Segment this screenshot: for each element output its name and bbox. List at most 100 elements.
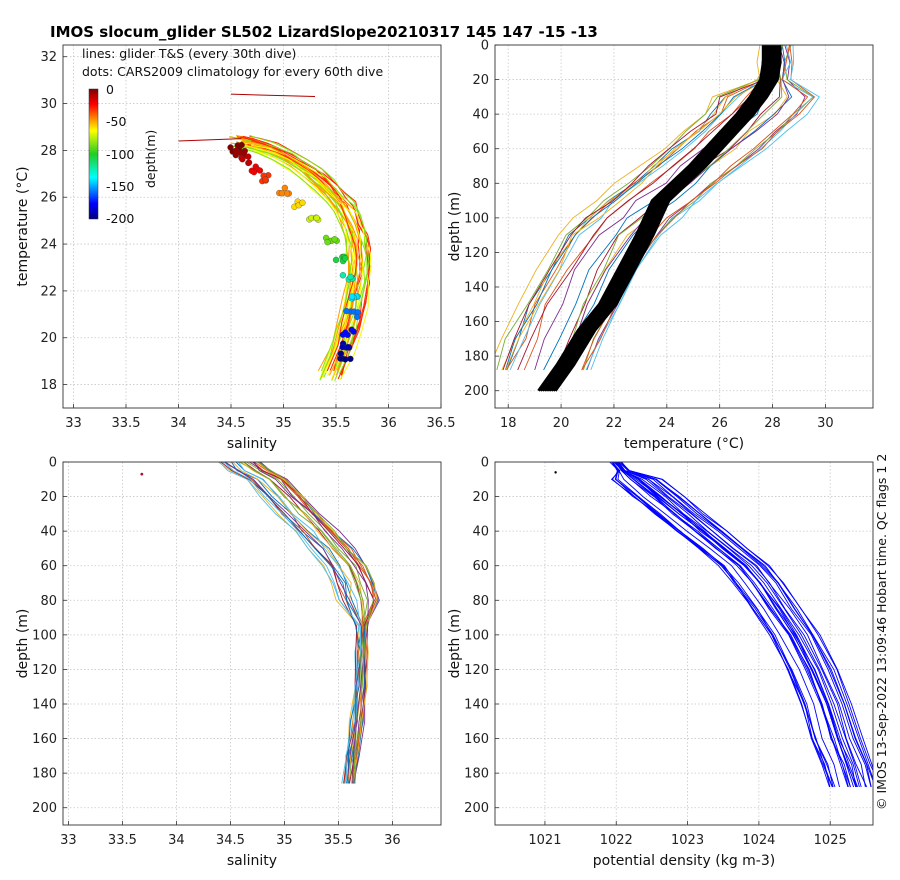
x-tick-label: 33.5 [112,416,141,431]
colorbar-label: depth(m) [143,130,158,188]
temperature-profile-line [495,45,761,355]
climatology-profile-line [554,45,782,392]
x-tick-label: 33 [60,833,77,848]
x-tick-label: 1025 [814,833,847,848]
climatology-dot [278,190,286,197]
climatology-dot [299,199,306,206]
y-tick-label: 160 [464,315,489,330]
x-tick-label: 35 [275,416,292,431]
density-profile-line [616,462,851,788]
salinity-profile-line [253,462,369,784]
panel-ts: 33 33.5 34 34.5 35 35.5 36 36.5 18 20 22 24 26 28 30 32… [15,44,455,452]
x-tick-label: 34.5 [216,833,245,848]
salinity-profile-line [223,462,361,784]
glider-ts-line [250,144,372,380]
y-tick-label: 200 [464,801,489,816]
side-note: © IMOS 13-Sep-2022 13:09:46 Hobart time.… [874,454,889,810]
climatology-dot [313,214,320,222]
climatology-dot [337,350,345,357]
climatology-dot [353,313,361,321]
y-axis-label: depth (m) [447,192,463,262]
plot-area [63,462,441,825]
salinity-profile-line [219,462,360,784]
x-tick-label: 28 [764,416,781,431]
climatology-dot [256,167,264,174]
y-tick-label: 20 [472,73,489,88]
x-tick-label: 36 [384,833,401,848]
y-tick-label: 20 [40,490,57,505]
x-axis-label: salinity [227,436,277,452]
climatology-dot [347,273,354,281]
temperature-profile-line [496,45,766,371]
plot-contents [178,93,372,382]
x-tick-label: 34 [168,833,185,848]
x-tick-label: 30 [817,416,834,431]
y-tick-label: 20 [472,490,489,505]
salinity-profile-line [252,462,375,784]
climatology-dot [281,184,289,192]
temperature-profile-line [505,45,769,371]
climatology-dot [350,328,357,335]
panel-depth-temperature: 18 20 22 24 26 28 30 0 20 40 60 80 100 120 140 160 180 20… [447,39,874,452]
y-tick-label: 24 [40,238,57,253]
density-profile-line [611,462,834,788]
density-profile-line [614,462,855,788]
x-tick-label: 1022 [600,833,633,848]
y-tick-label: 32 [40,50,57,65]
x-axis-label: potential density (kg m-3) [593,853,775,869]
density-profile-line [620,462,873,782]
climatology-dot [341,255,349,262]
x-tick-label: 35.5 [324,833,353,848]
glider-ts-line [247,139,370,375]
colorbar-tick: -150 [106,179,134,194]
axes-frame [62,461,442,826]
x-tick-label: 34 [170,416,187,431]
panel-depth-density: 1021 1022 1023 1024 1025 0 20 40 60 80 100 120 140 16… [447,456,874,869]
legend-line-2: dots: CARS2009 climatology for every 60t… [82,64,383,79]
surface-outlier-line [230,93,316,98]
y-tick-label: 0 [481,39,489,54]
panel-depth-salinity: 33 33.5 34 34.5 35 35.5 36 0 20 40 60 80 100 120 140 16… [15,456,442,869]
climatology-dot [331,236,338,243]
y-tick-label: 200 [464,384,489,399]
x-tick-label: 33 [65,416,82,431]
y-tick-label: 40 [40,525,57,540]
x-tick-label: 35.5 [322,416,351,431]
y-tick-label: 180 [32,767,57,782]
y-tick-label: 160 [32,732,57,747]
y-tick-label: 40 [472,525,489,540]
salinity-profile-line [257,462,375,784]
climatology-dot [332,256,340,264]
y-tick-label: 20 [40,331,57,346]
glider-ts-line [242,140,364,375]
colorbar-tick: -100 [106,147,134,162]
climatology-dot [250,168,258,176]
axes-frame [62,44,442,409]
climatology-dot [324,238,331,246]
y-axis-label: depth (m) [447,609,463,679]
y-tick-label: 160 [464,732,489,747]
y-tick-label: 40 [472,108,489,123]
y-tick-label: 80 [40,594,57,609]
climatology-dot [239,156,246,163]
temperature-profile-line [502,45,769,371]
plot-area [495,45,873,408]
climatology-dot [262,176,269,183]
legend-line-1: lines: glider T&S (every 30th dive) [82,46,296,61]
y-tick-label: 80 [472,177,489,192]
x-axis-label: temperature (°C) [624,436,744,452]
climatology-dot [343,307,350,315]
y-axis-label: depth (m) [15,609,31,679]
plot-contents [140,462,380,784]
climatology-dot [339,272,347,279]
density-profile-line [618,462,862,788]
climatology-dot [339,344,346,351]
y-tick-label: 18 [40,378,57,393]
surface-outlier-line [178,138,242,142]
y-tick-label: 120 [32,663,57,678]
colorbar-tick: -50 [106,114,126,129]
density-profile-line [617,462,872,788]
x-tick-label: 18 [500,416,517,431]
salinity-profile-line [225,462,363,784]
